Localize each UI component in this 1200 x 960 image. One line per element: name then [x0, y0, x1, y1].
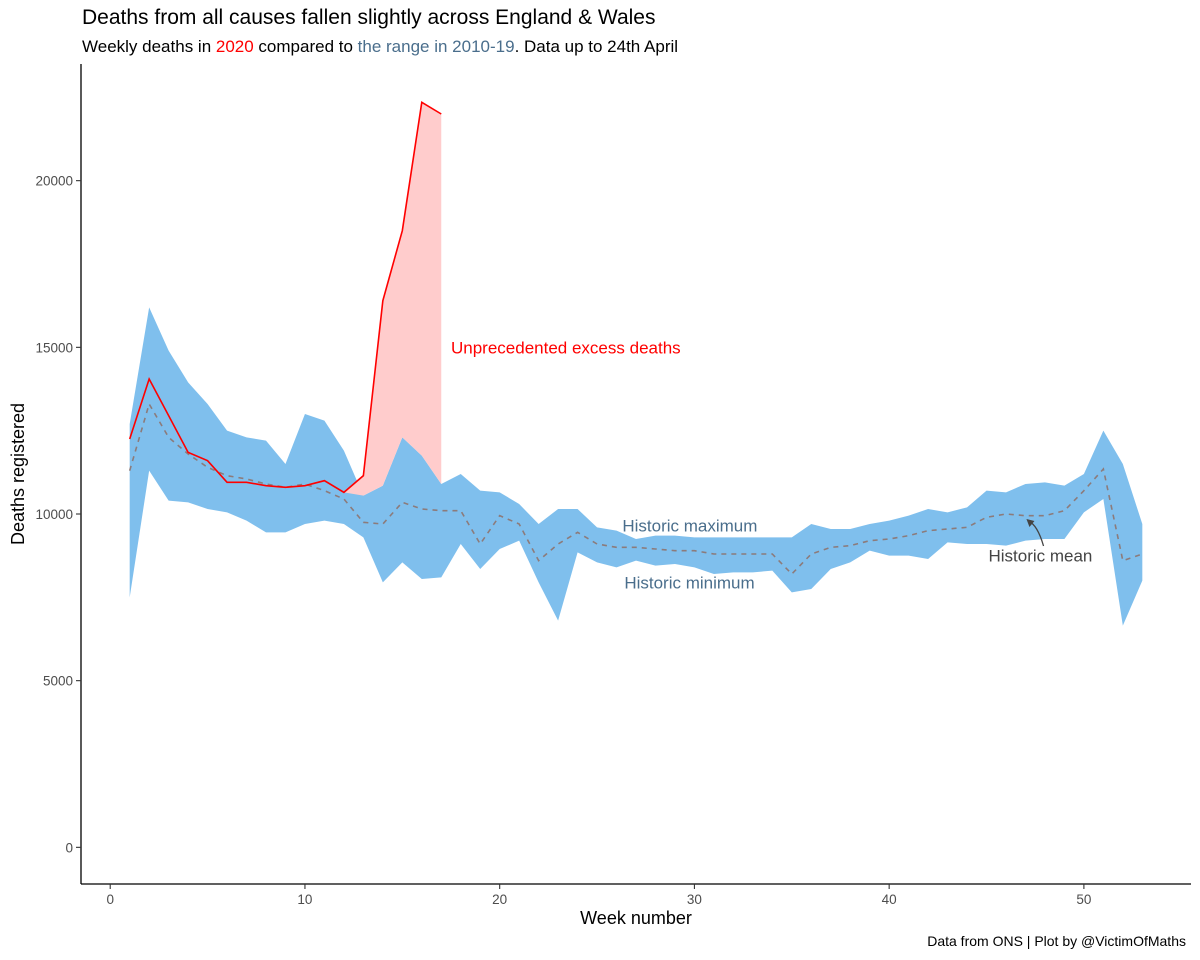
- line-2020: [128, 101, 442, 494]
- subtitle-part3: . Data up to 24th April: [514, 37, 679, 56]
- x-tick-label: 10: [297, 892, 312, 907]
- y-tick-label: 10000: [35, 507, 73, 522]
- x-tick-label: 0: [106, 892, 114, 907]
- annotation-label: Unprecedented excess deaths: [451, 338, 681, 357]
- x-axis-title: Week number: [580, 908, 692, 928]
- mean-line-layer: [128, 401, 1143, 576]
- range-band-layer: [129, 307, 1143, 626]
- y-tick-label: 20000: [35, 174, 73, 189]
- y-tick-label: 0: [65, 840, 73, 855]
- subtitle-part1: Weekly deaths in: [82, 37, 216, 56]
- x-tick-label: 30: [687, 892, 702, 907]
- annotation-label: Historic maximum: [622, 517, 757, 536]
- annotations-layer: Unprecedented excess deaths Historic maxi…: [451, 338, 1092, 592]
- y-tick-label: 15000: [35, 340, 73, 355]
- y-tick-label: 5000: [43, 674, 73, 689]
- mean-arrow-head: [1026, 519, 1035, 527]
- chart-caption: Data from ONS | Plot by @VictimOfMaths: [927, 933, 1186, 949]
- subtitle-range-highlight: the range in 2010-19: [357, 37, 515, 56]
- subtitle-year-highlight: 2020: [215, 37, 254, 56]
- x-tick-label: 20: [492, 892, 507, 907]
- chart-subtitle: Weekly deaths in 2020 compared to the ra…: [82, 37, 678, 57]
- x-tick-label: 40: [882, 892, 897, 907]
- axes-layer: 0 5000 10000 15000 20000 0 10 20 30 40 50 Week numb…: [8, 64, 1191, 928]
- chart-title: Deaths from all causes fallen slightly a…: [82, 6, 656, 29]
- annotation-label: Historic minimum: [624, 573, 754, 592]
- y-axis-title: Deaths registered: [8, 403, 28, 545]
- historic-range-band: [129, 307, 1143, 626]
- line-2020-layer: [128, 101, 442, 494]
- x-tick-label: 50: [1076, 892, 1091, 907]
- subtitle-part2: compared to: [253, 37, 358, 56]
- annotation-label: Historic mean: [988, 547, 1092, 566]
- historic-mean-line: [128, 401, 1143, 576]
